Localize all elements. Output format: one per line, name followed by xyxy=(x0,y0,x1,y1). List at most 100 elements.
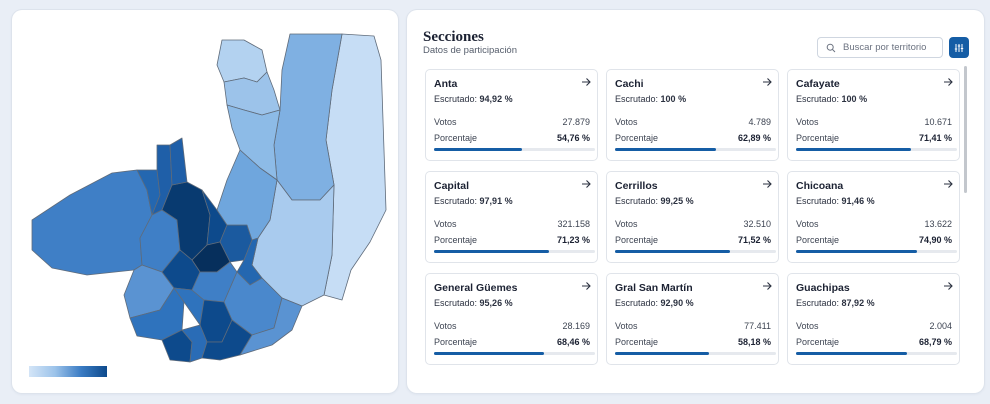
porcentaje-value: 74,90 % xyxy=(918,235,952,245)
escrutado-value: 91,46 % xyxy=(841,196,875,206)
map-region-oran[interactable] xyxy=(226,104,281,181)
map-region-san-carlos[interactable] xyxy=(129,287,185,341)
arrow-right-icon[interactable] xyxy=(580,178,592,190)
province-map xyxy=(31,33,387,363)
porcentaje-label: Porcentaje xyxy=(434,235,478,245)
escrutado-text: Escrutado: 97,91 % xyxy=(434,196,513,206)
progress-bar-fill xyxy=(615,148,717,151)
escrutado-value: 95,26 % xyxy=(479,298,513,308)
progress-bar-fill xyxy=(796,352,907,355)
escrutado-value: 97,91 % xyxy=(479,196,513,206)
escrutado-text: Escrutado: 92,90 % xyxy=(615,298,694,308)
filter-icon xyxy=(954,43,964,52)
escrutado-label: Escrutado: xyxy=(615,298,659,308)
map-region-los-andes[interactable] xyxy=(31,169,153,276)
section-name: Gral San Martín xyxy=(615,282,693,294)
progress-bar-fill xyxy=(796,148,911,151)
map-region-valle-east[interactable] xyxy=(216,149,278,241)
section-name: Capital xyxy=(434,180,470,192)
porcentaje-label: Porcentaje xyxy=(434,337,478,347)
arrow-right-icon[interactable] xyxy=(942,178,954,190)
porcentaje-label: Porcentaje xyxy=(796,337,840,347)
section-name: Cafayate xyxy=(796,78,840,90)
arrow-right-icon[interactable] xyxy=(761,178,773,190)
scrollbar[interactable] xyxy=(964,66,967,193)
porcentaje-label: Porcentaje xyxy=(615,235,659,245)
votos-label: Votos xyxy=(434,219,457,229)
search-box[interactable] xyxy=(817,37,943,58)
section-card[interactable]: Chicoana Escrutado: 91,46 % Votos 13.622 Por… xyxy=(787,171,960,263)
porcentaje-value: 71,41 % xyxy=(918,133,952,143)
progress-bar xyxy=(615,352,776,355)
arrow-right-icon[interactable] xyxy=(580,280,592,292)
escrutado-text: Escrutado: 95,26 % xyxy=(434,298,513,308)
sections-panel: Secciones Datos de participación Anta Esc… xyxy=(407,10,984,393)
map-region-metan-south[interactable] xyxy=(239,297,303,356)
escrutado-text: Escrutado: 87,92 % xyxy=(796,298,875,308)
votos-value: 10.671 xyxy=(924,117,952,127)
section-card[interactable]: Cafayate Escrutado: 100 % Votos 10.671 Porce… xyxy=(787,69,960,161)
section-card[interactable]: Anta Escrutado: 94,92 % Votos 27.879 Porcent… xyxy=(425,69,598,161)
escrutado-text: Escrutado: 94,92 % xyxy=(434,94,513,104)
progress-bar-fill xyxy=(796,250,917,253)
progress-bar xyxy=(434,352,595,355)
section-card[interactable]: Guachipas Escrutado: 87,92 % Votos 2.004 Por… xyxy=(787,273,960,365)
escrutado-label: Escrutado: xyxy=(796,196,840,206)
progress-bar xyxy=(796,250,957,253)
section-name: Chicoana xyxy=(796,180,844,192)
search-input[interactable] xyxy=(843,42,938,53)
arrow-right-icon[interactable] xyxy=(580,76,592,88)
escrutado-value: 87,92 % xyxy=(841,298,875,308)
votos-label: Votos xyxy=(434,321,457,331)
map-region-north-capital[interactable] xyxy=(169,137,188,186)
votos-value: 4.789 xyxy=(748,117,771,127)
arrow-right-icon[interactable] xyxy=(942,280,954,292)
porcentaje-label: Porcentaje xyxy=(615,133,659,143)
section-card[interactable]: Cerrillos Escrutado: 99,25 % Votos 32.510 Po… xyxy=(606,171,779,263)
progress-bar-fill xyxy=(615,250,731,253)
section-name: Cachi xyxy=(615,78,644,90)
section-card[interactable]: Capital Escrutado: 97,91 % Votos 321.158 Por… xyxy=(425,171,598,263)
map-legend-bar xyxy=(29,366,107,377)
arrow-right-icon[interactable] xyxy=(761,76,773,88)
escrutado-text: Escrutado: 100 % xyxy=(796,94,867,104)
porcentaje-value: 62,89 % xyxy=(737,133,771,143)
porcentaje-value: 71,23 % xyxy=(556,235,590,245)
escrutado-label: Escrutado: xyxy=(615,196,659,206)
section-name: Anta xyxy=(434,78,458,90)
votos-value: 32.510 xyxy=(743,219,771,229)
votos-label: Votos xyxy=(796,321,819,331)
sections-title: Secciones xyxy=(423,29,484,45)
porcentaje-label: Porcentaje xyxy=(615,337,659,347)
progress-bar-fill xyxy=(434,250,549,253)
section-card[interactable]: Gral San Martín Escrutado: 92,90 % Votos 77… xyxy=(606,273,779,365)
escrutado-value: 100 % xyxy=(660,94,687,104)
votos-value: 13.622 xyxy=(924,219,952,229)
section-card[interactable]: General Güemes Escrutado: 95,26 % Votos 28.… xyxy=(425,273,598,365)
votos-label: Votos xyxy=(615,219,638,229)
arrow-right-icon[interactable] xyxy=(942,76,954,88)
progress-bar xyxy=(796,148,957,151)
arrow-right-icon[interactable] xyxy=(761,280,773,292)
section-name: Guachipas xyxy=(796,282,850,294)
porcentaje-value: 54,76 % xyxy=(556,133,590,143)
votos-value: 27.879 xyxy=(562,117,590,127)
escrutado-label: Escrutado: xyxy=(434,196,478,206)
escrutado-value: 94,92 % xyxy=(479,94,513,104)
section-card[interactable]: Cachi Escrutado: 100 % Votos 4.789 Porcentaj… xyxy=(606,69,779,161)
map-region-santa-victoria[interactable] xyxy=(216,39,268,83)
progress-bar-fill xyxy=(615,352,709,355)
filter-button[interactable] xyxy=(949,37,969,58)
progress-bar-fill xyxy=(434,352,545,355)
votos-label: Votos xyxy=(796,219,819,229)
escrutado-value: 92,90 % xyxy=(660,298,694,308)
votos-label: Votos xyxy=(615,117,638,127)
porcentaje-value: 71,52 % xyxy=(737,235,771,245)
porcentaje-label: Porcentaje xyxy=(796,133,840,143)
escrutado-label: Escrutado: xyxy=(615,94,659,104)
escrutado-label: Escrutado: xyxy=(434,94,478,104)
votos-label: Votos xyxy=(434,117,457,127)
progress-bar xyxy=(615,250,776,253)
escrutado-value: 100 % xyxy=(841,94,868,104)
progress-bar-fill xyxy=(434,148,523,151)
